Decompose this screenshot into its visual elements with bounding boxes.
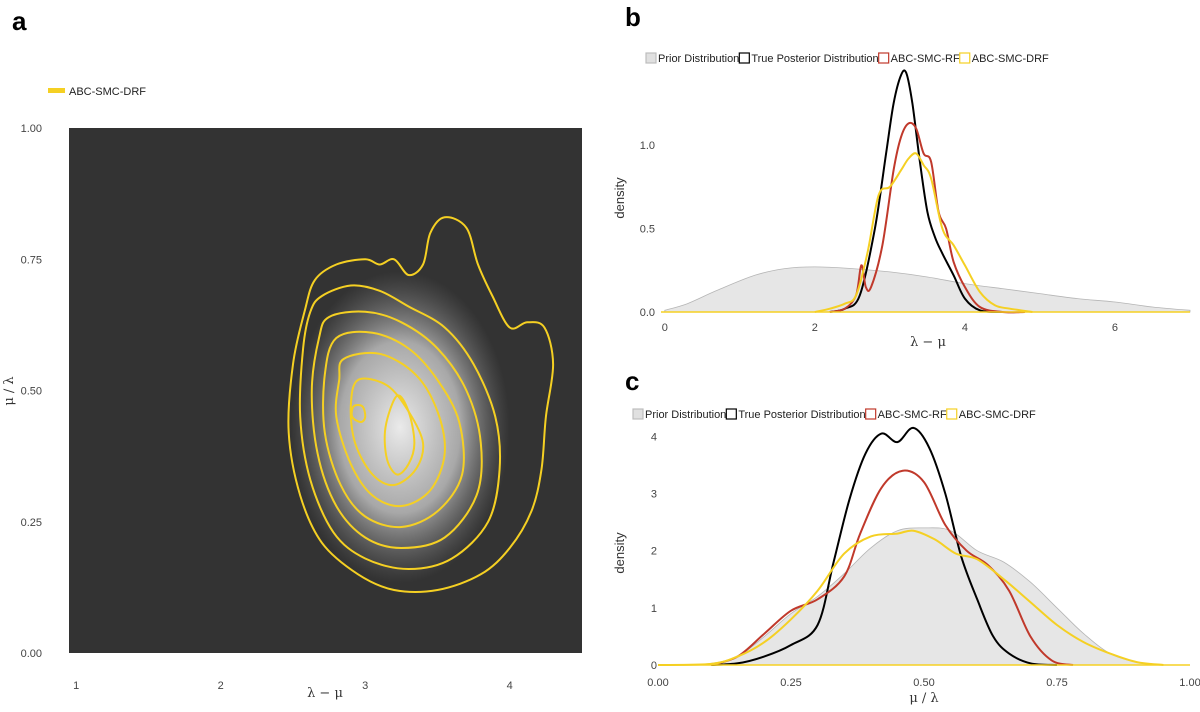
legend-swatch-abc-smc-drf <box>48 88 65 93</box>
x-tick-label: 6 <box>1112 322 1118 334</box>
legend-label-abc-smc-rf: ABC-SMC-RF <box>878 409 947 421</box>
legend-label-abc-smc-rf: ABC-SMC-RF <box>891 53 960 65</box>
legend-label-true-posterior-distribution: True Posterior Distribution <box>751 53 878 65</box>
legend-label-abc-smc-drf: ABC-SMC-DRF <box>972 53 1049 65</box>
y-tick-label: 0.25 <box>21 517 42 529</box>
contour-line-2 <box>298 284 502 571</box>
density-shading <box>290 271 510 584</box>
panel-a-contour-chart: ABC-SMC-DRF 1 2 3 4 0.00 0.25 0.50 0.75 1.00 λ … <box>2 86 582 701</box>
legend: ABC-SMC-DRF <box>48 86 146 98</box>
y-tick-label: 1.00 <box>21 123 42 135</box>
legend-swatch-prior-distribution <box>632 408 644 420</box>
y-axis-title: density <box>612 177 627 219</box>
panel-label-b: b <box>625 2 641 32</box>
legend: Prior Distribution True Posterior Distrib… <box>645 52 1049 65</box>
legend-label-prior-distribution: Prior Distribution <box>645 409 726 421</box>
line-true-posterior-distribution <box>711 426 1058 666</box>
y-tick-label: 1 <box>651 603 657 615</box>
line-abc-smc-rf <box>710 469 1074 666</box>
line-abc-smc-drf <box>814 152 1033 313</box>
x-axis-title: λ − μ <box>910 335 946 350</box>
contour-line-6 <box>349 377 425 487</box>
area-prior-distribution <box>664 266 1191 313</box>
legend-swatch-true-posterior-distribution <box>725 408 737 420</box>
contour-line-8 <box>350 403 367 424</box>
legend-label-true-posterior-distribution: True Posterior Distribution <box>738 409 865 421</box>
y-tick-label: 0.00 <box>21 648 42 660</box>
y-tick-label: 1.0 <box>640 140 655 152</box>
x-tick-label: 2 <box>218 680 224 692</box>
y-tick-label: 0.75 <box>21 254 42 266</box>
x-tick-label: 4 <box>962 322 968 334</box>
panel-label-a: a <box>12 6 27 36</box>
legend-swatch-abc-smc-drf <box>946 408 958 420</box>
line-abc-smc-rf <box>829 121 1025 314</box>
line-true-posterior-distribution <box>829 69 1003 313</box>
x-tick-label: 0 <box>662 322 668 334</box>
x-tick-label: 2 <box>812 322 818 334</box>
legend-label-prior-distribution: Prior Distribution <box>658 53 739 65</box>
y-tick-label: 2 <box>651 546 657 558</box>
y-axis-title: density <box>612 532 627 574</box>
x-axis-title: μ / λ <box>909 691 938 706</box>
x-axis-title: λ − μ <box>307 686 343 701</box>
line-abc-smc-drf <box>657 529 1164 666</box>
y-tick-label: 3 <box>651 489 657 501</box>
y-tick-label: 0 <box>651 660 657 672</box>
legend-label-abc-smc-drf: ABC-SMC-DRF <box>959 409 1036 421</box>
x-tick-label: 0.00 <box>647 677 668 689</box>
legend: Prior Distribution True Posterior Distrib… <box>632 408 1036 421</box>
legend-swatch-abc-smc-rf <box>878 52 890 64</box>
x-tick-label: 0.50 <box>913 677 934 689</box>
y-tick-label: 0.5 <box>640 224 655 236</box>
contour-line-1 <box>287 216 555 593</box>
x-tick-label: 4 <box>507 680 513 692</box>
y-tick-label: 0.50 <box>21 386 42 398</box>
legend-swatch-true-posterior-distribution <box>738 52 750 64</box>
panel-c-density-chart: Prior Distribution True Posterior Distrib… <box>612 408 1200 706</box>
y-axis-title: μ / λ <box>2 376 17 405</box>
panel-label-c: c <box>625 366 639 396</box>
contour-line-5 <box>334 351 446 508</box>
legend-label-abc-smc-drf: ABC-SMC-DRF <box>69 86 146 98</box>
contour-line-4 <box>322 330 465 529</box>
legend-swatch-prior-distribution <box>645 52 657 64</box>
panel-b-density-chart: Prior Distribution True Posterior Distrib… <box>612 52 1191 350</box>
legend-swatch-abc-smc-drf <box>959 52 971 64</box>
contour-line-7 <box>383 394 416 476</box>
contour-line-3 <box>310 310 483 550</box>
x-tick-label: 1.00 <box>1179 677 1200 689</box>
legend-swatch-abc-smc-rf <box>865 408 877 420</box>
y-tick-label: 4 <box>651 431 657 443</box>
x-tick-label: 3 <box>362 680 368 692</box>
y-tick-label: 0.0 <box>640 307 655 319</box>
x-tick-label: 0.25 <box>780 677 801 689</box>
area-prior-distribution <box>684 527 1164 666</box>
x-tick-label: 1 <box>73 680 79 692</box>
x-tick-label: 0.75 <box>1046 677 1067 689</box>
